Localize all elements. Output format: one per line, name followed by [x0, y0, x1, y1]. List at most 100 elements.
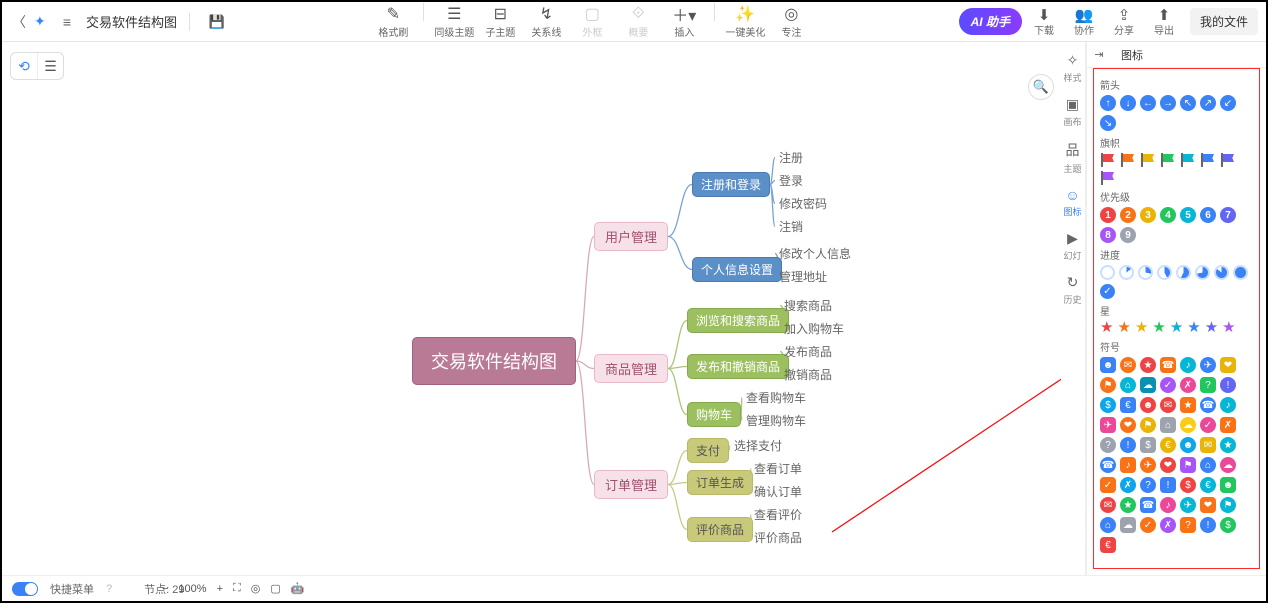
symbol-icon[interactable]: ☁: [1140, 377, 1156, 393]
save-button[interactable]: 💾: [208, 13, 226, 31]
symbol-icon[interactable]: !: [1160, 477, 1176, 493]
symbol-icon[interactable]: ☻: [1100, 357, 1116, 373]
mindmap-node[interactable]: 确认订单: [750, 481, 806, 502]
star-icon[interactable]: ★: [1100, 321, 1113, 335]
symbol-icon[interactable]: $: [1180, 477, 1196, 493]
symbol-icon[interactable]: ✈: [1180, 497, 1196, 513]
symbol-icon[interactable]: $: [1220, 517, 1236, 533]
star-icon[interactable]: ★: [1222, 321, 1235, 335]
symbol-icon[interactable]: ⌂: [1160, 417, 1176, 433]
symbol-icon[interactable]: ⚑: [1100, 377, 1116, 393]
symbol-icon[interactable]: ♪: [1120, 457, 1136, 473]
arrow-icon[interactable]: ↓: [1120, 95, 1136, 111]
flag-icon[interactable]: [1100, 153, 1116, 167]
symbol-icon[interactable]: !: [1200, 517, 1216, 533]
symbol-icon[interactable]: €: [1100, 537, 1116, 553]
star-icon[interactable]: ★: [1187, 321, 1200, 335]
rail-canvas-button[interactable]: ▣画布: [1063, 96, 1081, 128]
mindmap-node[interactable]: 浏览和搜索商品: [687, 308, 789, 333]
priority-icon[interactable]: 2: [1120, 207, 1136, 223]
icon-panel-tab[interactable]: 图标: [1111, 47, 1153, 63]
symbol-icon[interactable]: ✓: [1140, 517, 1156, 533]
symbol-icon[interactable]: ★: [1180, 397, 1196, 413]
symbol-icon[interactable]: ✗: [1120, 477, 1136, 493]
arrow-icon[interactable]: ↘: [1100, 115, 1116, 131]
mindmap-node[interactable]: 修改密码: [775, 193, 831, 214]
symbol-icon[interactable]: ❤: [1160, 457, 1176, 473]
mindmap-node[interactable]: 评价商品: [687, 517, 753, 542]
back-button[interactable]: 〈: [10, 13, 28, 31]
progress-icon[interactable]: [1195, 265, 1210, 280]
star-icon[interactable]: ★: [1117, 321, 1130, 335]
mindmap-node[interactable]: 搜索商品: [780, 295, 836, 316]
mindmap-node[interactable]: 购物车: [687, 402, 741, 427]
present-button[interactable]: ▢: [270, 582, 280, 595]
symbol-icon[interactable]: ☎: [1160, 357, 1176, 373]
symbol-icon[interactable]: ✈: [1200, 357, 1216, 373]
symbol-icon[interactable]: €: [1120, 397, 1136, 413]
progress-icon[interactable]: [1214, 265, 1229, 280]
zoom-out-button[interactable]: −: [162, 583, 168, 595]
symbol-icon[interactable]: ☻: [1220, 477, 1236, 493]
mindmap-node[interactable]: 撤销商品: [780, 364, 836, 385]
flag-icon[interactable]: [1180, 153, 1196, 167]
symbol-icon[interactable]: ✓: [1100, 477, 1116, 493]
rail-theme-button[interactable]: 品主题: [1063, 140, 1081, 175]
my-files-button[interactable]: 我的文件: [1190, 8, 1258, 35]
priority-icon[interactable]: 9: [1120, 227, 1136, 243]
progress-icon[interactable]: [1119, 265, 1134, 280]
symbol-icon[interactable]: ✓: [1200, 417, 1216, 433]
mindmap-node[interactable]: 注册和登录: [692, 172, 770, 197]
fit-screen-button[interactable]: ⛶: [233, 582, 241, 595]
symbol-icon[interactable]: ♪: [1180, 357, 1196, 373]
symbol-icon[interactable]: ?: [1140, 477, 1156, 493]
mindmap-node[interactable]: 查看购物车: [742, 387, 810, 408]
symbol-icon[interactable]: ☁: [1120, 517, 1136, 533]
priority-icon[interactable]: 8: [1100, 227, 1116, 243]
arrow-icon[interactable]: ↑: [1100, 95, 1116, 111]
flag-icon[interactable]: [1160, 153, 1176, 167]
mindmap-node[interactable]: 用户管理: [594, 222, 668, 251]
symbol-icon[interactable]: ☎: [1140, 497, 1156, 513]
progress-icon[interactable]: [1233, 265, 1248, 280]
symbol-icon[interactable]: €: [1200, 477, 1216, 493]
mindmap-node[interactable]: 订单管理: [594, 470, 668, 499]
mindmap-node[interactable]: 加入购物车: [780, 318, 848, 339]
mindmap-node[interactable]: 选择支付: [730, 435, 786, 456]
symbol-icon[interactable]: ✗: [1180, 377, 1196, 393]
symbol-icon[interactable]: ⚑: [1180, 457, 1196, 473]
symbol-icon[interactable]: ★: [1220, 437, 1236, 453]
arrow-icon[interactable]: ↖: [1180, 95, 1196, 111]
symbol-icon[interactable]: !: [1220, 377, 1236, 393]
mindmap-node[interactable]: 查看评价: [750, 504, 806, 525]
format-brush-button[interactable]: ✎格式刷: [371, 3, 415, 41]
symbol-icon[interactable]: !: [1120, 437, 1136, 453]
symbol-icon[interactable]: €: [1160, 437, 1176, 453]
ai-assistant-button[interactable]: AI 助手: [959, 8, 1022, 35]
focus-button[interactable]: ◎专注: [769, 3, 813, 41]
help-icon[interactable]: ?: [106, 583, 112, 595]
priority-icon[interactable]: 1: [1100, 207, 1116, 223]
symbol-icon[interactable]: ?: [1180, 517, 1196, 533]
summary-button[interactable]: ⟐概要: [616, 3, 660, 41]
symbol-icon[interactable]: ✗: [1160, 517, 1176, 533]
symbol-icon[interactable]: ❤: [1200, 497, 1216, 513]
symbol-icon[interactable]: ⌂: [1120, 377, 1136, 393]
flag-icon[interactable]: [1120, 153, 1136, 167]
peer-topic-button[interactable]: ☰同级主题: [432, 3, 476, 41]
mindmap-node[interactable]: 评价商品: [750, 527, 806, 548]
star-icon[interactable]: ★: [1205, 321, 1218, 335]
flag-icon[interactable]: [1200, 153, 1216, 167]
symbol-icon[interactable]: ❤: [1120, 417, 1136, 433]
symbol-icon[interactable]: $: [1140, 437, 1156, 453]
symbol-icon[interactable]: ♪: [1160, 497, 1176, 513]
symbol-icon[interactable]: ✉: [1100, 497, 1116, 513]
mindmap-node[interactable]: 发布和撤销商品: [687, 354, 789, 379]
priority-icon[interactable]: 7: [1220, 207, 1236, 223]
menu-button[interactable]: ≡: [58, 13, 76, 31]
mindmap-node[interactable]: 注销: [775, 216, 807, 237]
symbol-icon[interactable]: ✉: [1120, 357, 1136, 373]
mindmap-node[interactable]: 注册: [775, 147, 807, 168]
mindmap-node[interactable]: 管理地址: [775, 266, 831, 287]
symbol-icon[interactable]: ⌂: [1100, 517, 1116, 533]
